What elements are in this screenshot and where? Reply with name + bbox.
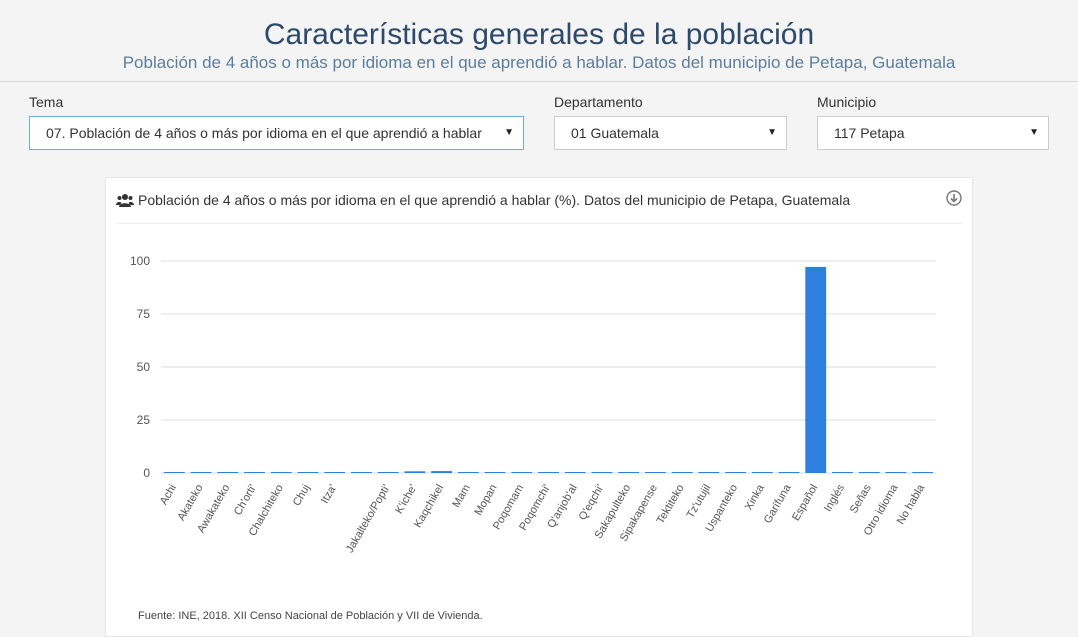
source-note: Fuente: INE, 2018. XII Censo Nacional de… xyxy=(138,610,483,622)
page-title: Características generales de la població… xyxy=(263,18,815,51)
departamento-select-value: 01 Guatemala xyxy=(571,125,659,141)
bar[interactable] xyxy=(805,266,827,473)
municipio-select-value: 117 Petapa xyxy=(834,125,905,141)
bar[interactable] xyxy=(832,472,853,473)
departamento-label: Departamento xyxy=(554,94,643,110)
bar[interactable] xyxy=(484,472,506,473)
x-tick-label: Jakalteko/Popti' xyxy=(344,483,393,555)
tema-filter: Tema 07. Población de 4 años o más por i… xyxy=(29,94,524,150)
bar[interactable] xyxy=(297,472,319,473)
tema-label: Tema xyxy=(29,94,64,110)
panel-header: Población de 4 años o más por idioma en … xyxy=(116,178,962,224)
bar[interactable] xyxy=(431,471,453,473)
x-tick-label: K'iche' xyxy=(393,483,419,516)
x-tick-label: Español xyxy=(790,483,820,523)
caret-down-icon: ▼ xyxy=(1029,127,1039,138)
x-tick-label: Xinka xyxy=(743,482,768,513)
bar[interactable] xyxy=(511,472,533,473)
bar[interactable] xyxy=(163,472,185,473)
x-tick-label: Tz'utujil xyxy=(685,483,714,521)
bar[interactable] xyxy=(591,472,613,473)
municipio-select[interactable]: 117 Petapa ▼ xyxy=(817,116,1049,150)
bar[interactable] xyxy=(377,472,399,473)
bar[interactable] xyxy=(270,472,292,473)
bar[interactable] xyxy=(244,472,265,473)
municipio-label: Municipio xyxy=(817,94,877,110)
bar[interactable] xyxy=(457,472,479,473)
y-tick-label: 75 xyxy=(137,307,151,321)
x-tick-label: Q'eqchi' xyxy=(577,482,607,522)
y-tick-label: 0 xyxy=(143,466,150,480)
y-tick-label: 50 xyxy=(137,360,151,374)
departamento-select[interactable]: 01 Guatemala ▼ xyxy=(554,116,787,150)
chart-panel: Población de 4 años o más por idioma en … xyxy=(105,177,973,637)
bar[interactable] xyxy=(671,472,693,473)
bar[interactable] xyxy=(324,472,346,473)
bar[interactable] xyxy=(404,471,426,473)
x-tick-label: Señas xyxy=(848,482,874,515)
bar[interactable] xyxy=(725,472,746,473)
municipio-filter: Municipio 117 Petapa ▼ xyxy=(817,94,1049,150)
users-icon xyxy=(116,194,134,207)
x-tick-label: Mam xyxy=(450,483,473,510)
bar[interactable] xyxy=(885,472,907,473)
x-tick-label: Itza' xyxy=(319,483,339,506)
page-subtitle: Población de 4 años o más por idioma en … xyxy=(122,53,956,72)
bar[interactable] xyxy=(618,472,640,473)
bar[interactable] xyxy=(564,472,586,473)
departamento-filter: Departamento 01 Guatemala ▼ xyxy=(554,94,787,150)
bar[interactable] xyxy=(858,472,880,473)
bar[interactable] xyxy=(217,472,239,473)
bar[interactable] xyxy=(538,472,559,473)
bar[interactable] xyxy=(778,472,800,473)
x-tick-label: Garífuna xyxy=(762,482,794,526)
bar[interactable] xyxy=(190,472,212,473)
caret-down-icon: ▼ xyxy=(504,127,514,138)
y-tick-label: 25 xyxy=(137,413,151,427)
caret-down-icon: ▼ xyxy=(767,127,777,138)
y-tick-label: 100 xyxy=(130,254,150,268)
download-icon[interactable] xyxy=(946,190,962,206)
bar[interactable] xyxy=(698,472,720,473)
bar[interactable] xyxy=(751,472,773,473)
bar[interactable] xyxy=(912,472,934,473)
panel-title: Población de 4 años o más por idioma en … xyxy=(138,192,851,208)
x-tick-label: Mopan xyxy=(472,483,499,518)
bar[interactable] xyxy=(351,472,372,473)
x-tick-label: Achi xyxy=(158,483,179,508)
x-tick-label: Chuj xyxy=(291,483,313,509)
tema-select[interactable]: 07. Población de 4 años o más por idioma… xyxy=(29,116,524,150)
bar[interactable] xyxy=(644,472,666,473)
x-tick-label: Ch'orti' xyxy=(232,483,259,518)
x-tick-label: Inglés xyxy=(822,482,847,514)
page-header: Características generales de la població… xyxy=(0,0,1078,82)
tema-select-value: 07. Población de 4 años o más por idioma… xyxy=(46,125,482,141)
